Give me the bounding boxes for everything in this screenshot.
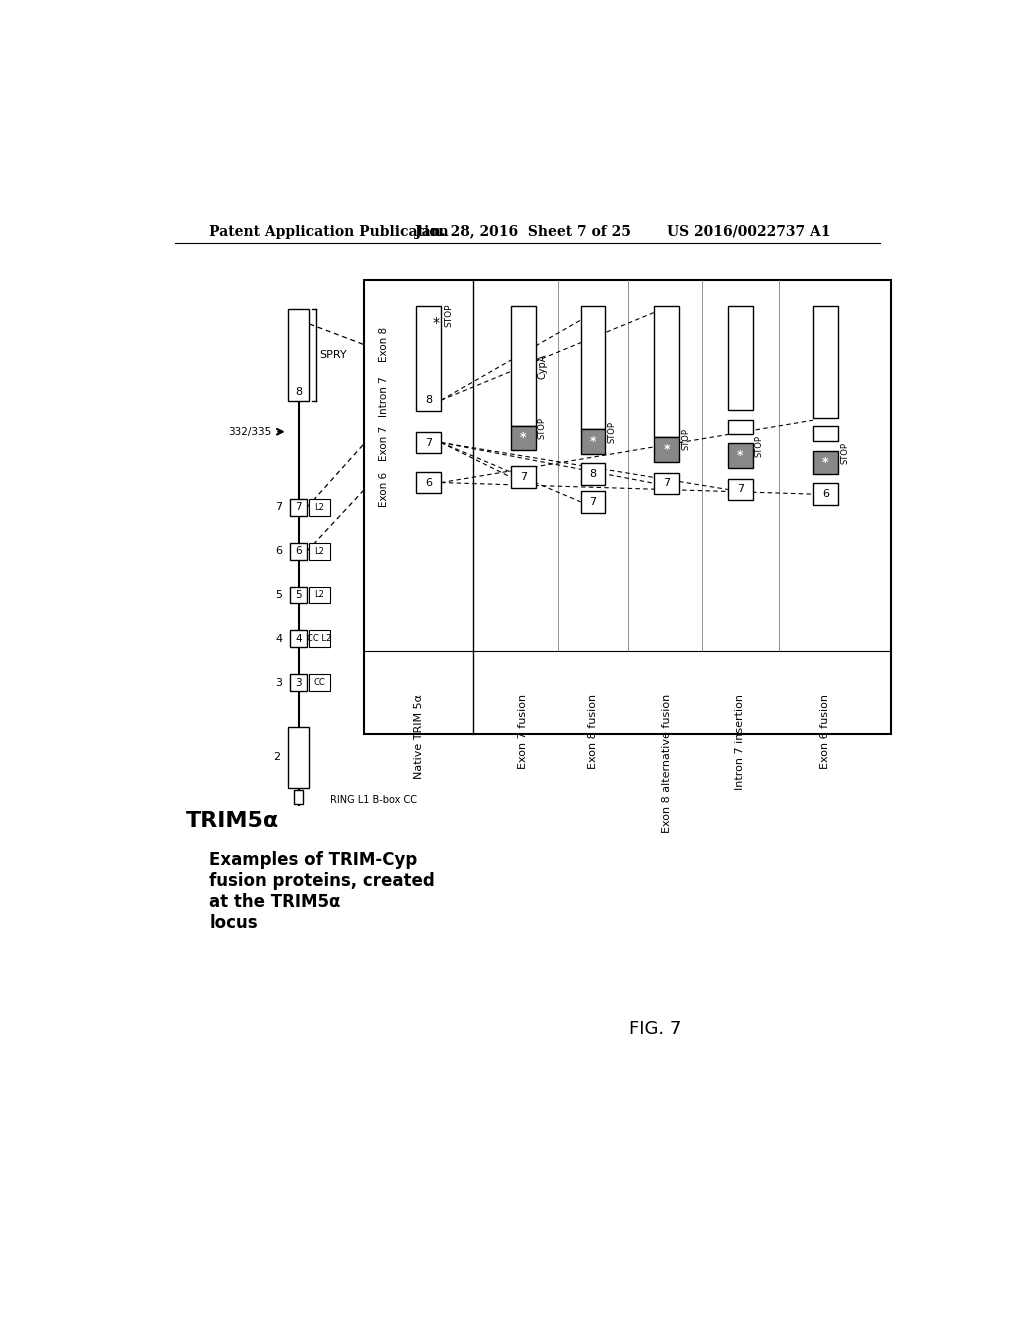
Text: *: * <box>664 444 670 455</box>
Bar <box>290 543 307 560</box>
Bar <box>290 675 307 692</box>
Bar <box>308 586 331 603</box>
Text: Exon 8: Exon 8 <box>379 327 389 362</box>
Text: CC L2: CC L2 <box>307 635 332 643</box>
Text: STOP: STOP <box>841 442 849 465</box>
Text: 5: 5 <box>295 590 302 601</box>
Text: 4: 4 <box>275 634 283 644</box>
Text: 3: 3 <box>275 677 283 688</box>
Text: STOP: STOP <box>538 417 547 438</box>
Text: Intron 7 insertion: Intron 7 insertion <box>735 693 745 789</box>
Bar <box>728 420 753 434</box>
Bar <box>290 586 307 603</box>
Bar <box>288 726 309 788</box>
Bar <box>290 499 307 516</box>
Bar <box>417 306 441 411</box>
Text: L2: L2 <box>314 503 325 512</box>
Bar <box>813 425 838 441</box>
Text: Intron 7: Intron 7 <box>379 376 389 417</box>
Text: 8: 8 <box>590 469 597 479</box>
Bar <box>813 483 838 506</box>
Bar <box>728 444 753 469</box>
Text: STOP: STOP <box>444 304 454 327</box>
Text: STOP: STOP <box>607 421 616 442</box>
Bar <box>288 309 309 401</box>
Bar <box>581 306 605 429</box>
Bar <box>294 789 303 804</box>
Bar <box>654 306 679 437</box>
Text: Exon 8 fusion: Exon 8 fusion <box>588 693 598 768</box>
Text: 4: 4 <box>295 634 302 644</box>
Bar <box>365 280 891 734</box>
Text: 7: 7 <box>425 437 432 447</box>
Text: SPRY: SPRY <box>318 350 346 360</box>
Text: *: * <box>822 455 828 469</box>
Bar <box>511 425 536 450</box>
Bar <box>417 471 441 494</box>
Bar <box>581 463 605 484</box>
Text: Jan. 28, 2016  Sheet 7 of 25: Jan. 28, 2016 Sheet 7 of 25 <box>415 224 631 239</box>
Bar <box>581 491 605 512</box>
Bar <box>813 306 838 418</box>
Text: 8: 8 <box>295 387 302 397</box>
Text: STOP: STOP <box>681 429 690 450</box>
Text: 7: 7 <box>590 496 597 507</box>
Text: 8: 8 <box>425 395 432 405</box>
Text: 6: 6 <box>822 490 829 499</box>
Text: 7: 7 <box>520 473 526 482</box>
Text: 7: 7 <box>664 478 670 488</box>
Text: 7: 7 <box>275 502 283 512</box>
Text: RING L1 B-box CC: RING L1 B-box CC <box>330 795 417 805</box>
Bar <box>308 499 331 516</box>
Bar <box>654 473 679 494</box>
Text: 5: 5 <box>275 590 283 601</box>
Text: Native TRIM 5α: Native TRIM 5α <box>414 693 424 779</box>
Bar <box>308 675 331 692</box>
Text: CypA: CypA <box>538 354 548 379</box>
Bar <box>581 429 605 454</box>
Text: Exon 6: Exon 6 <box>379 473 389 507</box>
Text: Examples of TRIM-Cyp
fusion proteins, created
at the TRIM5α
locus: Examples of TRIM-Cyp fusion proteins, cr… <box>209 851 435 932</box>
Text: Exon 6 fusion: Exon 6 fusion <box>820 693 830 768</box>
Text: 7: 7 <box>295 502 302 512</box>
Bar <box>308 631 331 647</box>
Text: *: * <box>737 449 743 462</box>
Text: Exon 7 fusion: Exon 7 fusion <box>518 693 528 768</box>
Text: US 2016/0022737 A1: US 2016/0022737 A1 <box>667 224 830 239</box>
Text: Patent Application Publication: Patent Application Publication <box>209 224 449 239</box>
Text: L2: L2 <box>314 590 325 599</box>
Text: *: * <box>590 436 596 449</box>
Bar <box>728 306 753 411</box>
Bar <box>813 451 838 474</box>
Text: 332/335: 332/335 <box>228 426 271 437</box>
Bar <box>654 437 679 462</box>
Text: *: * <box>520 432 526 445</box>
Text: CC: CC <box>313 678 326 688</box>
Text: L2: L2 <box>314 546 325 556</box>
Text: *: * <box>433 317 440 330</box>
Bar <box>511 306 536 425</box>
Text: 3: 3 <box>295 677 302 688</box>
Bar <box>290 631 307 647</box>
Text: TRIM5α: TRIM5α <box>186 810 280 830</box>
Text: 6: 6 <box>275 546 283 556</box>
Text: 6: 6 <box>295 546 302 556</box>
Bar <box>417 432 441 453</box>
Bar <box>511 466 536 488</box>
Text: STOP: STOP <box>755 434 764 457</box>
Text: Exon 7: Exon 7 <box>379 426 389 461</box>
Text: FIG. 7: FIG. 7 <box>629 1019 681 1038</box>
Text: Exon 8 alternative fusion: Exon 8 alternative fusion <box>662 693 672 833</box>
Bar <box>728 479 753 500</box>
Text: 6: 6 <box>425 478 432 487</box>
Bar <box>308 543 331 560</box>
Text: 7: 7 <box>736 484 743 495</box>
Text: 2: 2 <box>272 752 280 763</box>
